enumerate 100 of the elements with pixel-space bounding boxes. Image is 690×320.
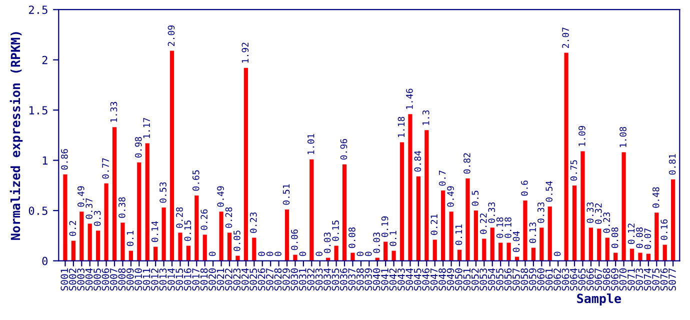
- data-label: 0.2: [69, 221, 76, 236]
- bar: [597, 228, 602, 261]
- x-tick-label: S017: [192, 268, 200, 290]
- bar: [96, 230, 100, 261]
- x-tick-label: S053: [480, 268, 487, 290]
- data-label: 0.86: [61, 149, 68, 170]
- data-label: 0.26: [200, 209, 208, 230]
- x-tick-label: S052: [471, 268, 479, 290]
- x-tick-label: S031: [298, 268, 306, 290]
- data-label: 0.33: [586, 202, 594, 223]
- x-tick-label: S055: [496, 268, 504, 290]
- bar: [350, 252, 355, 261]
- bar: [227, 232, 232, 261]
- x-tick-label: S042: [389, 268, 397, 290]
- bar: [457, 250, 462, 261]
- data-label: 0.49: [77, 186, 84, 207]
- y-tick-label: 2.5: [28, 6, 48, 14]
- x-tick-label: S044: [406, 268, 414, 290]
- bar: [441, 190, 446, 261]
- data-label: 0.28: [176, 207, 183, 228]
- x-tick-label: S021: [216, 268, 224, 290]
- data-label: 0: [208, 252, 216, 256]
- data-label: 0.6: [521, 180, 528, 196]
- bar: [162, 208, 166, 261]
- data-label: 1.01: [307, 134, 314, 154]
- x-tick-label: S058: [520, 268, 528, 290]
- x-tick-label: S026: [258, 268, 266, 290]
- data-label: 0.51: [282, 184, 290, 205]
- data-label: 2.09: [168, 26, 175, 46]
- x-tick-label: S001: [60, 268, 68, 290]
- x-tick-label: S028: [274, 268, 282, 290]
- data-label: 1.17: [143, 118, 150, 138]
- data-label: 0.7: [438, 170, 446, 186]
- data-label: 0: [258, 252, 266, 256]
- bar: [104, 183, 108, 261]
- x-tick-label: S013: [159, 268, 167, 290]
- bar: [154, 246, 158, 261]
- data-label: 1.46: [406, 88, 413, 109]
- bar: [384, 242, 388, 261]
- data-label: 0.81: [668, 154, 676, 175]
- bar: [638, 252, 642, 261]
- x-tick-label: S066: [586, 268, 594, 290]
- data-label: 0.18: [504, 217, 512, 238]
- x-tick-label: S011: [142, 268, 150, 290]
- x-axis-title: Sample: [577, 293, 621, 306]
- data-label: 0.08: [611, 227, 618, 248]
- data-label: 0.98: [134, 137, 142, 158]
- bar: [572, 185, 577, 261]
- x-tick-label: S024: [241, 268, 249, 290]
- bar: [416, 176, 420, 261]
- x-tick-label: S005: [94, 268, 101, 290]
- x-tick-label: S003: [77, 268, 84, 290]
- x-tick-label: S075: [652, 268, 660, 290]
- x-tick-label: S063: [562, 268, 570, 290]
- bar: [137, 162, 142, 261]
- data-label: 1.92: [242, 42, 249, 63]
- data-label: 0.23: [250, 212, 257, 233]
- x-tick-label: S047: [430, 268, 438, 290]
- bar: [432, 240, 437, 261]
- x-tick-label: S054: [488, 268, 496, 290]
- data-label: 0.22: [480, 214, 487, 234]
- x-tick-label: S077: [668, 268, 676, 290]
- data-label: 0.38: [118, 197, 126, 218]
- bar: [170, 50, 174, 261]
- data-label: 0.06: [291, 229, 298, 250]
- bar: [244, 68, 248, 261]
- bar: [498, 242, 503, 261]
- x-tick-label: S050: [455, 268, 462, 290]
- x-tick-label: S051: [463, 268, 471, 290]
- x-tick-label: S071: [628, 268, 635, 290]
- x-tick-label: S064: [570, 268, 578, 290]
- x-tick-label: S036: [340, 268, 348, 290]
- data-label: 0.3: [94, 210, 101, 226]
- x-tick-label: S073: [636, 268, 644, 290]
- bar: [71, 240, 76, 261]
- data-label: 0.18: [496, 217, 504, 238]
- x-tick-label: S069: [611, 268, 618, 290]
- bar: [588, 228, 593, 261]
- y-tick-label: 1.5: [30, 106, 48, 114]
- x-tick-label: S067: [594, 268, 602, 290]
- x-tick-label: S040: [372, 268, 380, 290]
- bar: [194, 195, 199, 261]
- x-tick-label: S043: [398, 268, 405, 290]
- data-label: 1.3: [422, 110, 430, 125]
- bar: [482, 238, 486, 261]
- bar: [112, 127, 117, 261]
- x-tick-label: S010: [134, 268, 142, 290]
- bar: [88, 224, 92, 261]
- bar: [186, 246, 190, 261]
- x-tick-label: S022: [225, 268, 232, 290]
- data-label: 0.96: [340, 139, 348, 160]
- x-tick-label: S012: [151, 268, 158, 290]
- data-label: 0.65: [192, 170, 200, 191]
- data-label: 0.28: [225, 207, 232, 228]
- bar: [466, 178, 470, 261]
- data-label: 0.37: [86, 198, 93, 219]
- x-tick-label: S023: [233, 268, 241, 290]
- x-tick-label: S046: [422, 268, 430, 290]
- data-label: 0.11: [455, 224, 462, 245]
- bar: [145, 143, 150, 261]
